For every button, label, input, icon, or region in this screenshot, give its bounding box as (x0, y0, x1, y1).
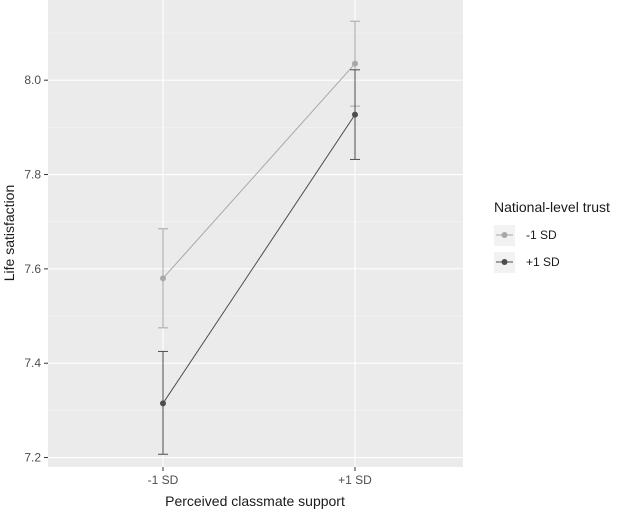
y-axis-title: Life satisfaction (1, 185, 17, 282)
data-point (160, 275, 166, 282)
y-tick-label: 7.4 (24, 356, 41, 370)
plot-panel (48, 0, 463, 467)
series-line (162, 63, 356, 279)
legend-label: -1 SD (526, 228, 557, 242)
data-point (352, 60, 358, 67)
data-point (352, 111, 358, 118)
legend-label: +1 SD (526, 255, 560, 269)
legend: National-level trust -1 SD +1 SD (494, 199, 610, 273)
series-line (162, 114, 356, 404)
series-layer (158, 20, 360, 455)
y-tick-label: 7.6 (24, 262, 41, 276)
series-minus-1-sd (158, 20, 360, 329)
y-tick-label: 8.0 (24, 73, 41, 87)
y-axis: 7.2 7.4 7.6 7.8 8.0 (24, 73, 48, 465)
x-tick-label: +1 SD (338, 473, 372, 487)
legend-key-point (501, 259, 508, 265)
legend-key-point (501, 232, 508, 238)
grid-minor (48, 32, 463, 411)
x-tick-label: -1 SD (148, 473, 179, 487)
legend-title: National-level trust (494, 199, 610, 215)
legend-item: -1 SD (494, 225, 557, 246)
x-axis: -1 SD +1 SD (148, 467, 372, 487)
data-point (160, 400, 166, 407)
legend-item: +1 SD (494, 252, 560, 273)
y-tick-label: 7.2 (24, 451, 41, 465)
series-plus-1-sd (158, 69, 360, 455)
y-tick-label: 7.8 (24, 168, 41, 182)
x-axis-title: Perceived classmate support (165, 493, 345, 509)
